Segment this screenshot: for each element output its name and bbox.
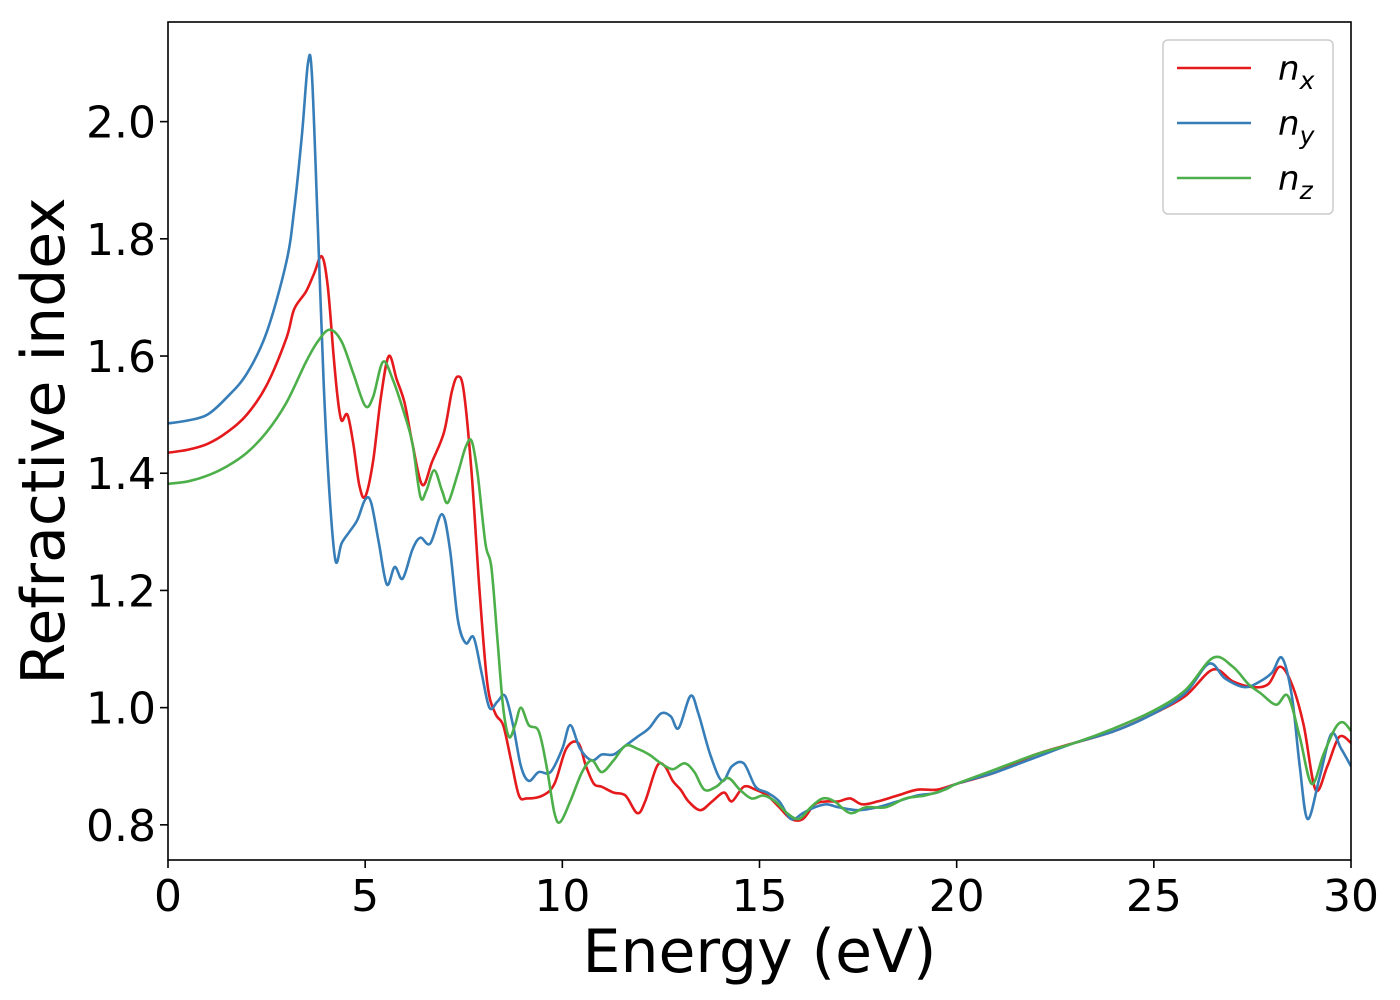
y-tick-label: 1.4 [86,449,156,500]
series-layer [168,53,1351,824]
y-tick-label: 1.6 [86,332,156,383]
y-axis: 0.8 1.0 1.2 1.4 1.6 1.8 2.0 [86,98,168,852]
y-tick-label: 1.8 [86,215,156,266]
x-tick-label: 25 [1126,871,1182,922]
legend: nx ny nz [1162,39,1334,215]
y-tick-label: 2.0 [86,98,156,149]
x-tick-label: 5 [351,871,379,922]
legend-label-y: ny [1278,104,1316,150]
y-tick-label: 1.0 [86,684,156,735]
x-tick-label: 10 [534,871,590,922]
legend-box [1162,39,1334,215]
series-line-z [168,328,1351,824]
x-tick-label: 20 [929,871,985,922]
y-tick-label: 1.2 [86,566,156,617]
series-line-y [168,53,1351,821]
x-tick-label: 30 [1323,871,1379,922]
y-axis-title: Refractive index [9,197,79,684]
x-tick-label: 15 [732,871,788,922]
x-tick-label: 0 [154,871,182,922]
x-axis: 0 5 10 15 20 25 30 [154,860,1379,922]
legend-label-z: nz [1278,159,1314,205]
legend-label-x: nx [1278,49,1315,95]
y-tick-label: 0.8 [86,801,156,852]
x-axis-title: Energy (eV) [583,917,937,987]
